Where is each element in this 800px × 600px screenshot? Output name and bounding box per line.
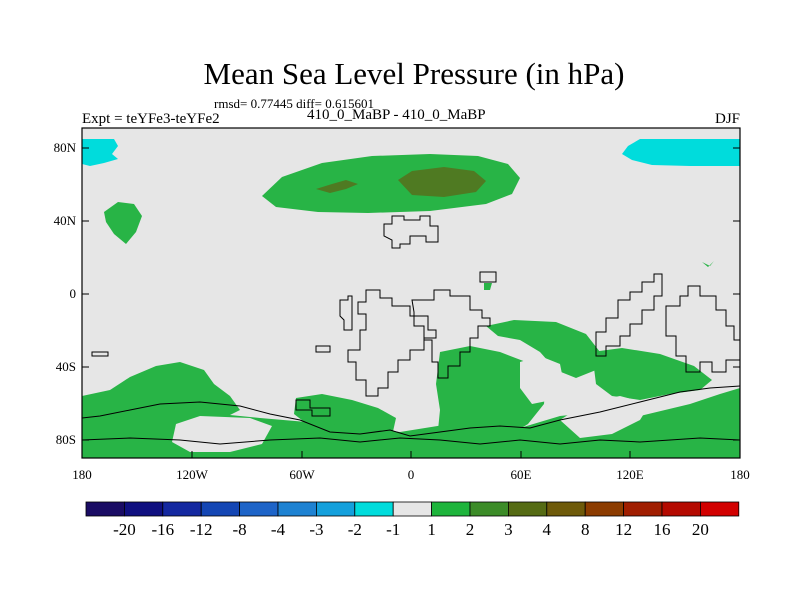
coastline-central-america [339, 295, 353, 331]
coastline-north-land [383, 215, 439, 249]
green-region-northwest [104, 202, 142, 244]
coastline-south-america [347, 289, 437, 397]
colorbar-box [392, 501, 433, 517]
colorbar-label: -4 [271, 520, 286, 539]
colorbar-label: 3 [504, 520, 513, 539]
lon-label-120e: 120E [616, 467, 644, 482]
lat-label-80n: 80N [54, 140, 77, 155]
cyan-region-ne [622, 139, 740, 166]
colorbar-box [700, 501, 740, 517]
coastline-south-land-lower [82, 437, 740, 445]
colorbar-box [239, 501, 279, 517]
colorbar-box [162, 501, 202, 517]
colorbar-box [469, 501, 509, 517]
colorbar-box [124, 501, 164, 517]
green-speck-central [484, 283, 492, 290]
coastline-asia-east [595, 273, 663, 357]
lon-label-60w: 60W [289, 467, 315, 482]
colorbar-label: 1 [427, 520, 436, 539]
colorbar-box [277, 501, 317, 517]
dark-green-core-west [316, 180, 358, 193]
lat-label-40n: 40N [54, 213, 77, 228]
period-label: 410_0_MaBP - 410_0_MaBP [307, 107, 486, 123]
colorbar-label: -12 [190, 520, 213, 539]
colorbar-label: 4 [543, 520, 552, 539]
map-title: Mean Sea Level Pressure (in hPa) [203, 56, 625, 91]
neutral-region-southern-ocean [172, 416, 272, 452]
colorbar-label: 8 [581, 520, 590, 539]
lon-label-0: 0 [408, 467, 415, 482]
coastline-africa [411, 289, 491, 379]
colorbar-box [546, 501, 586, 517]
colorbar-label: 16 [654, 520, 671, 539]
colorbar-label: 2 [466, 520, 475, 539]
lon-label-120w: 120W [176, 467, 209, 482]
lat-tick-marks [82, 147, 740, 441]
lat-label-0: 0 [70, 286, 77, 301]
neutral-region-madagascar-gap [520, 356, 564, 404]
colorbar-box [431, 501, 471, 517]
lon-label-60e: 60E [511, 467, 532, 482]
colorbar-label: 12 [615, 520, 632, 539]
colorbar-label: -20 [113, 520, 136, 539]
coastline-australia [665, 285, 740, 373]
coastlines [82, 215, 740, 445]
green-region-indonesia [592, 348, 712, 400]
experiment-label: Expt = teYFe3-teYFe2 [82, 111, 220, 127]
season-label: DJF [714, 111, 740, 127]
lat-label-40s: 40S [56, 359, 76, 374]
colorbar-box [315, 501, 356, 517]
colorbar-label: -16 [151, 520, 174, 539]
colorbar-box [85, 501, 125, 517]
coastline-south-land-main [82, 385, 740, 437]
colorbar-box [661, 501, 701, 517]
lon-label-180-east: 180 [730, 467, 750, 482]
lat-label-80s: 80S [56, 432, 76, 447]
colorbar-box [354, 501, 394, 517]
colorbar-label: 20 [692, 520, 709, 539]
colorbar-box [507, 501, 548, 517]
colorbar-labels: -20 -16 -12 -8 -4 -3 -2 -1 1 2 3 4 8 12 16 20 [113, 520, 709, 539]
colorbar-label: -1 [386, 520, 400, 539]
green-speck-east [702, 261, 714, 267]
colorbar-label: -3 [309, 520, 323, 539]
dark-green-core-east [398, 167, 486, 197]
coastline-small-island-3 [479, 271, 497, 283]
colorbar [85, 501, 740, 517]
lon-tick-marks [81, 451, 741, 458]
coastline-south-pacific-islands [295, 399, 331, 417]
coastline-small-island-2 [315, 345, 331, 353]
colorbar-box [623, 501, 663, 517]
stats-line: rmsd= 0.77445 diff= 0.615601 [214, 96, 374, 111]
colorbar-label: -2 [348, 520, 362, 539]
neutral-region-south-indian [560, 396, 650, 438]
colorbar-label: -8 [233, 520, 247, 539]
colorbar-box [584, 501, 625, 517]
green-region-indian-ocean [486, 320, 600, 378]
lon-label-180-west: 180 [72, 467, 92, 482]
coastline-small-island-1 [91, 351, 109, 357]
colorbar-box [200, 501, 240, 517]
cyan-region-nw [82, 139, 118, 166]
